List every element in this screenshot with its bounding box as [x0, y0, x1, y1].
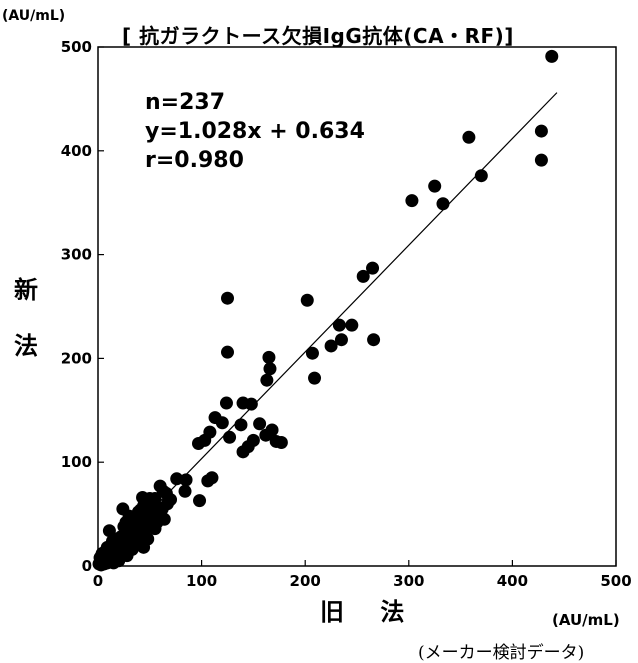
data-points — [92, 49, 559, 572]
x-tick-label: 500 — [600, 572, 631, 590]
data-point — [274, 435, 288, 449]
data-point — [170, 472, 184, 486]
data-point — [265, 423, 279, 437]
data-point — [253, 417, 267, 431]
data-point — [356, 269, 370, 283]
y-axis-unit: (AU/mL) — [2, 8, 66, 24]
data-point — [102, 524, 116, 538]
x-tick-label: 300 — [393, 572, 424, 590]
data-point — [334, 333, 348, 347]
data-point — [345, 318, 359, 332]
data-point — [300, 293, 314, 307]
y-tick-label: 100 — [61, 453, 92, 471]
x-tick-label: 100 — [186, 572, 217, 590]
x-tick-label: 0 — [93, 572, 103, 590]
data-point — [236, 445, 250, 459]
data-point — [332, 318, 346, 332]
x-tick-label: 400 — [497, 572, 528, 590]
regression-stats: n=237 y=1.028x + 0.634 r=0.980 — [145, 88, 365, 175]
y-tick-label: 200 — [61, 349, 92, 367]
data-point — [201, 474, 215, 488]
data-point — [308, 371, 322, 385]
data-point — [131, 505, 145, 519]
data-point — [534, 124, 548, 138]
data-point — [534, 153, 548, 167]
data-point — [119, 515, 133, 529]
chart-title: [ 抗ガラクトース欠損IgG抗体(CA・RF)] — [122, 24, 514, 48]
data-point — [305, 346, 319, 360]
data-point — [221, 345, 234, 359]
data-point — [474, 169, 488, 183]
data-point — [367, 333, 381, 347]
y-axis-label-char: 新 — [14, 276, 38, 304]
x-axis-unit: (AU/mL) — [552, 611, 620, 629]
y-tick-label: 500 — [61, 38, 92, 56]
y-tick-label: 400 — [61, 142, 92, 160]
y-axis-label-char: 法 — [14, 332, 38, 360]
data-point — [436, 197, 450, 211]
y-axis-label: 新法 — [10, 262, 42, 374]
y-tick-label: 0 — [82, 557, 92, 575]
plot-frame — [97, 46, 617, 567]
data-point — [221, 291, 234, 305]
data-point — [100, 556, 114, 570]
x-axis-label: 旧 法 — [320, 598, 419, 626]
data-point — [111, 538, 125, 552]
data-point — [234, 418, 248, 432]
data-point — [191, 437, 205, 451]
data-point — [462, 130, 476, 144]
axis-ticks: 0 100 200 300 400 500 0 100 200 300 400 500 — [61, 38, 632, 590]
data-point — [178, 484, 192, 498]
data-point — [223, 430, 237, 444]
data-point — [215, 416, 229, 430]
data-point — [193, 494, 207, 508]
stat-equation: y=1.028x + 0.634 — [145, 119, 365, 144]
data-point — [148, 522, 162, 536]
stat-n: n=237 — [145, 90, 226, 115]
stat-r: r=0.980 — [145, 148, 244, 173]
data-point — [545, 49, 559, 63]
data-point — [123, 527, 137, 541]
data-point — [324, 339, 338, 353]
data-point — [244, 397, 258, 411]
data-point — [141, 532, 155, 546]
x-tick-label: 200 — [290, 572, 321, 590]
data-point — [262, 350, 276, 364]
data-point — [428, 179, 442, 193]
data-point — [164, 493, 178, 507]
y-tick-label: 300 — [61, 246, 92, 264]
data-point — [405, 194, 419, 208]
data-point — [366, 261, 380, 275]
source-note: (メーカー検討データ) — [418, 643, 585, 663]
data-point — [263, 362, 277, 376]
data-point — [219, 396, 233, 410]
data-point — [260, 373, 274, 387]
